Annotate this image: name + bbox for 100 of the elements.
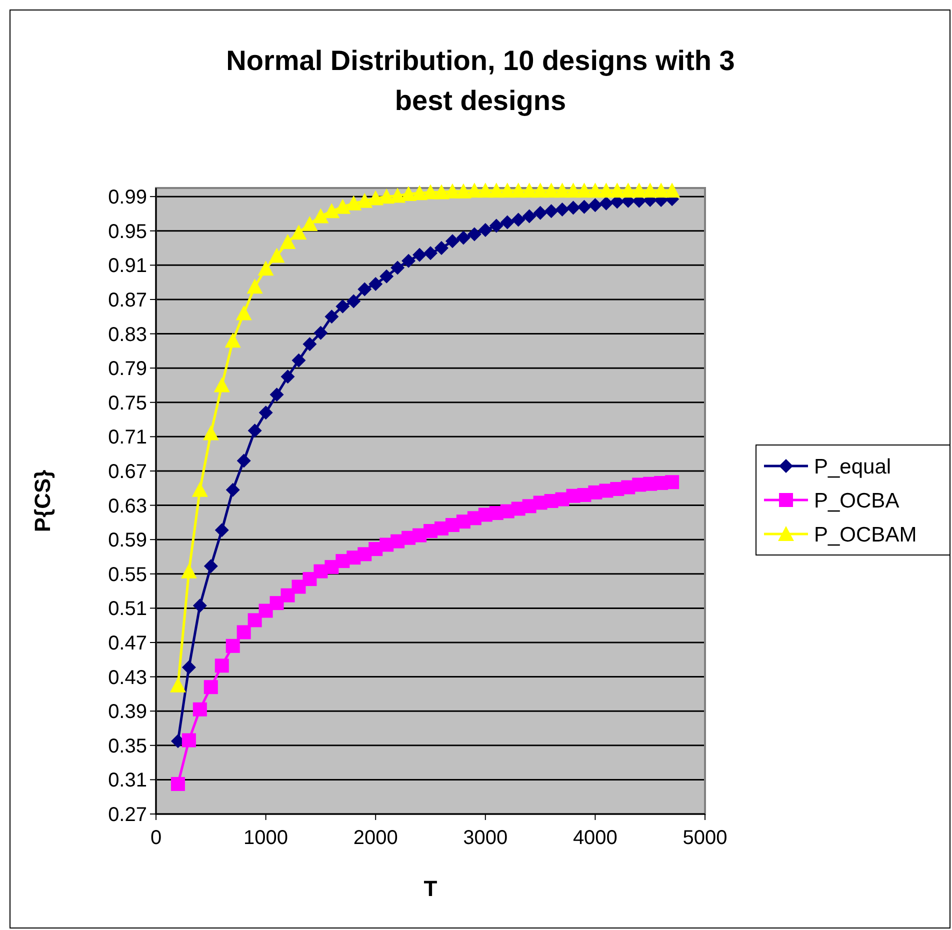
x-tick-label: 5000 [682, 827, 728, 849]
point [248, 424, 262, 438]
point [511, 212, 526, 227]
point [510, 182, 526, 198]
point [204, 559, 218, 574]
point [378, 188, 395, 204]
point [192, 598, 207, 613]
point [302, 572, 317, 586]
point [533, 206, 548, 220]
point [412, 248, 427, 262]
y-tick-label: 0.55 [108, 564, 147, 586]
point [204, 680, 218, 694]
point [544, 204, 558, 218]
point [270, 388, 284, 402]
point [226, 638, 240, 653]
y-tick-label: 0.67 [108, 460, 147, 483]
legend-label: P_equal [814, 455, 892, 478]
point [631, 182, 648, 198]
point [346, 294, 361, 308]
y-tick-label: 0.31 [108, 770, 147, 792]
y-tick-label: 0.59 [108, 530, 147, 552]
point [182, 733, 196, 748]
point [324, 310, 339, 324]
point [400, 186, 417, 202]
x-tick-label: 2000 [353, 827, 398, 849]
y-tick-label: 0.99 [108, 186, 147, 209]
point [214, 658, 229, 673]
y-tick-label: 0.51 [108, 598, 147, 620]
y-tick-label: 0.63 [108, 495, 147, 518]
point [170, 677, 186, 692]
x-tick-label: 0 [150, 827, 162, 849]
point [665, 475, 680, 490]
point [566, 200, 580, 215]
point [467, 227, 482, 242]
point [280, 370, 295, 384]
point [565, 182, 582, 198]
point [380, 269, 394, 284]
point [226, 482, 240, 497]
legend-label: P_OCBAM [814, 523, 917, 546]
point [588, 198, 602, 212]
point [302, 337, 317, 352]
point [455, 183, 472, 198]
point [642, 182, 658, 198]
point [290, 224, 307, 240]
point [664, 182, 680, 198]
legend-label: P_OCBA [814, 489, 900, 512]
point [434, 241, 448, 256]
point [555, 202, 570, 216]
point [445, 234, 460, 248]
point [236, 625, 251, 640]
point [587, 182, 604, 198]
point [598, 182, 614, 198]
point [214, 523, 229, 538]
y-tick-label: 0.43 [108, 666, 147, 689]
y-tick-label: 0.83 [108, 324, 147, 346]
y-tick-label: 0.79 [108, 358, 147, 380]
y-axis-title: P{CS} [30, 469, 55, 532]
point [653, 182, 670, 198]
point [258, 406, 273, 420]
point [609, 182, 626, 198]
y-tick-label: 0.87 [108, 289, 147, 312]
y-tick-label: 0.35 [108, 735, 147, 758]
point [314, 326, 328, 340]
point [522, 209, 536, 224]
y-tick-label: 0.27 [108, 804, 147, 826]
point [224, 332, 241, 348]
point [280, 588, 295, 602]
y-tick-label: 0.71 [108, 426, 147, 449]
point [324, 203, 340, 218]
point [246, 278, 263, 294]
point [292, 580, 306, 594]
point [302, 216, 318, 232]
x-tick-label: 3000 [463, 827, 508, 849]
point [358, 282, 372, 296]
point [356, 192, 373, 208]
point [334, 198, 351, 214]
point [368, 277, 383, 292]
point [192, 702, 207, 716]
point [620, 182, 636, 198]
point [312, 208, 329, 224]
point [170, 776, 185, 791]
point [180, 563, 197, 578]
chart-title: Normal Distribution, 10 designs with 3 best designs [226, 45, 735, 116]
point [402, 254, 416, 268]
point [424, 246, 438, 260]
point [390, 260, 405, 275]
point [292, 353, 306, 368]
point [489, 218, 504, 233]
point [456, 230, 470, 245]
point [280, 234, 296, 250]
y-tick-label: 0.75 [108, 392, 147, 414]
y-tick-label: 0.95 [108, 220, 147, 243]
x-tick-label: 4000 [572, 827, 618, 849]
y-tick-label: 0.47 [108, 632, 147, 654]
point [268, 248, 285, 263]
point [214, 377, 230, 392]
point [182, 660, 196, 674]
point [478, 223, 492, 238]
point [368, 190, 384, 206]
point [390, 188, 406, 203]
